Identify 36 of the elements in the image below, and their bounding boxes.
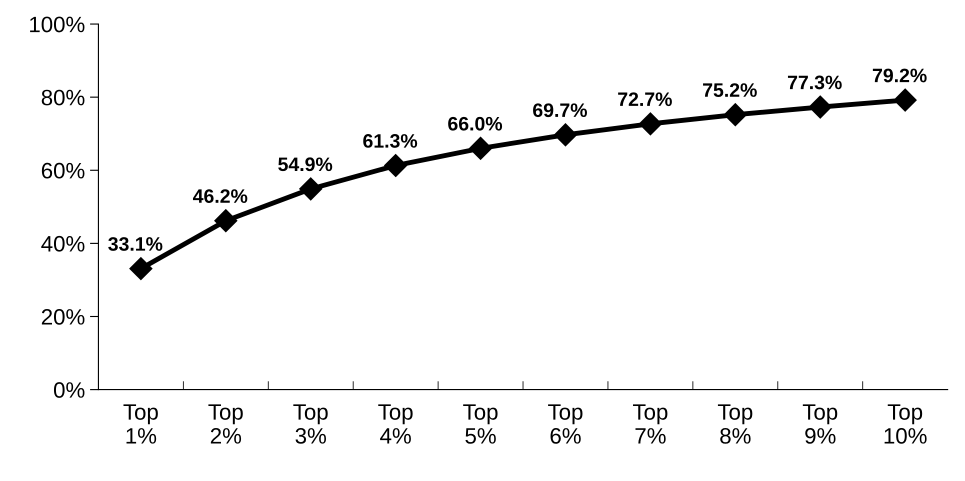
- point: [724, 103, 747, 126]
- y-tick-label: 20%: [42, 309, 84, 325]
- x-tick-label: Top 9%: [802, 404, 838, 444]
- x-tick-label: Top 10%: [884, 404, 927, 444]
- data-label: 33.1%: [108, 237, 162, 251]
- point: [384, 154, 408, 178]
- point: [554, 123, 577, 146]
- point: [299, 177, 322, 200]
- point: [894, 88, 917, 112]
- y-tick-label: 40%: [41, 236, 84, 252]
- x-tick-label: Top 7%: [633, 404, 668, 444]
- x-tick-label: Top 1%: [123, 404, 158, 444]
- data-label: 66.0%: [448, 116, 502, 131]
- x-tick-label: Top 8%: [718, 404, 752, 444]
- data-label: 54.9%: [278, 157, 332, 172]
- x-tick-label: Top 3%: [293, 404, 328, 444]
- y-tick-label: 100%: [30, 16, 84, 32]
- data-label: 61.3%: [363, 134, 418, 148]
- x-tick-label: Top 6%: [548, 404, 582, 444]
- point: [808, 96, 832, 119]
- x-tick-label: Top 5%: [463, 404, 498, 444]
- data-label: 77.3%: [788, 76, 842, 90]
- point: [214, 209, 238, 232]
- x-tick-label: Top 2%: [208, 404, 243, 444]
- data-label: 69.7%: [533, 103, 587, 118]
- point: [129, 257, 152, 280]
- x-tick-label: Top 4%: [378, 404, 413, 444]
- point: [469, 136, 492, 160]
- data-label: 72.7%: [618, 92, 672, 106]
- y-tick-label: 0%: [54, 382, 84, 398]
- y-tick-label: 60%: [42, 162, 84, 179]
- point: [638, 112, 662, 136]
- data-label: 79.2%: [872, 68, 927, 82]
- data-label: 46.2%: [192, 189, 248, 203]
- y-tick-label: 80%: [42, 90, 84, 106]
- data-label: 75.2%: [703, 83, 757, 97]
